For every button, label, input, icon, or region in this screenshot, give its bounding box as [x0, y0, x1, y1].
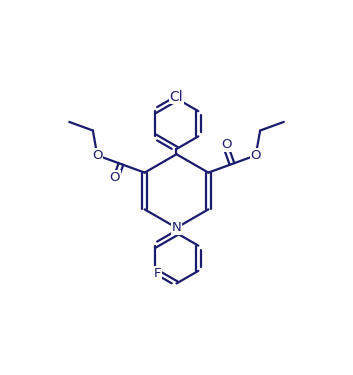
Text: N: N — [172, 221, 181, 234]
Text: F: F — [154, 267, 161, 280]
Text: O: O — [92, 149, 102, 162]
Text: O: O — [110, 171, 120, 184]
Text: O: O — [221, 138, 231, 151]
Text: O: O — [251, 149, 261, 162]
Text: Cl: Cl — [170, 90, 183, 104]
